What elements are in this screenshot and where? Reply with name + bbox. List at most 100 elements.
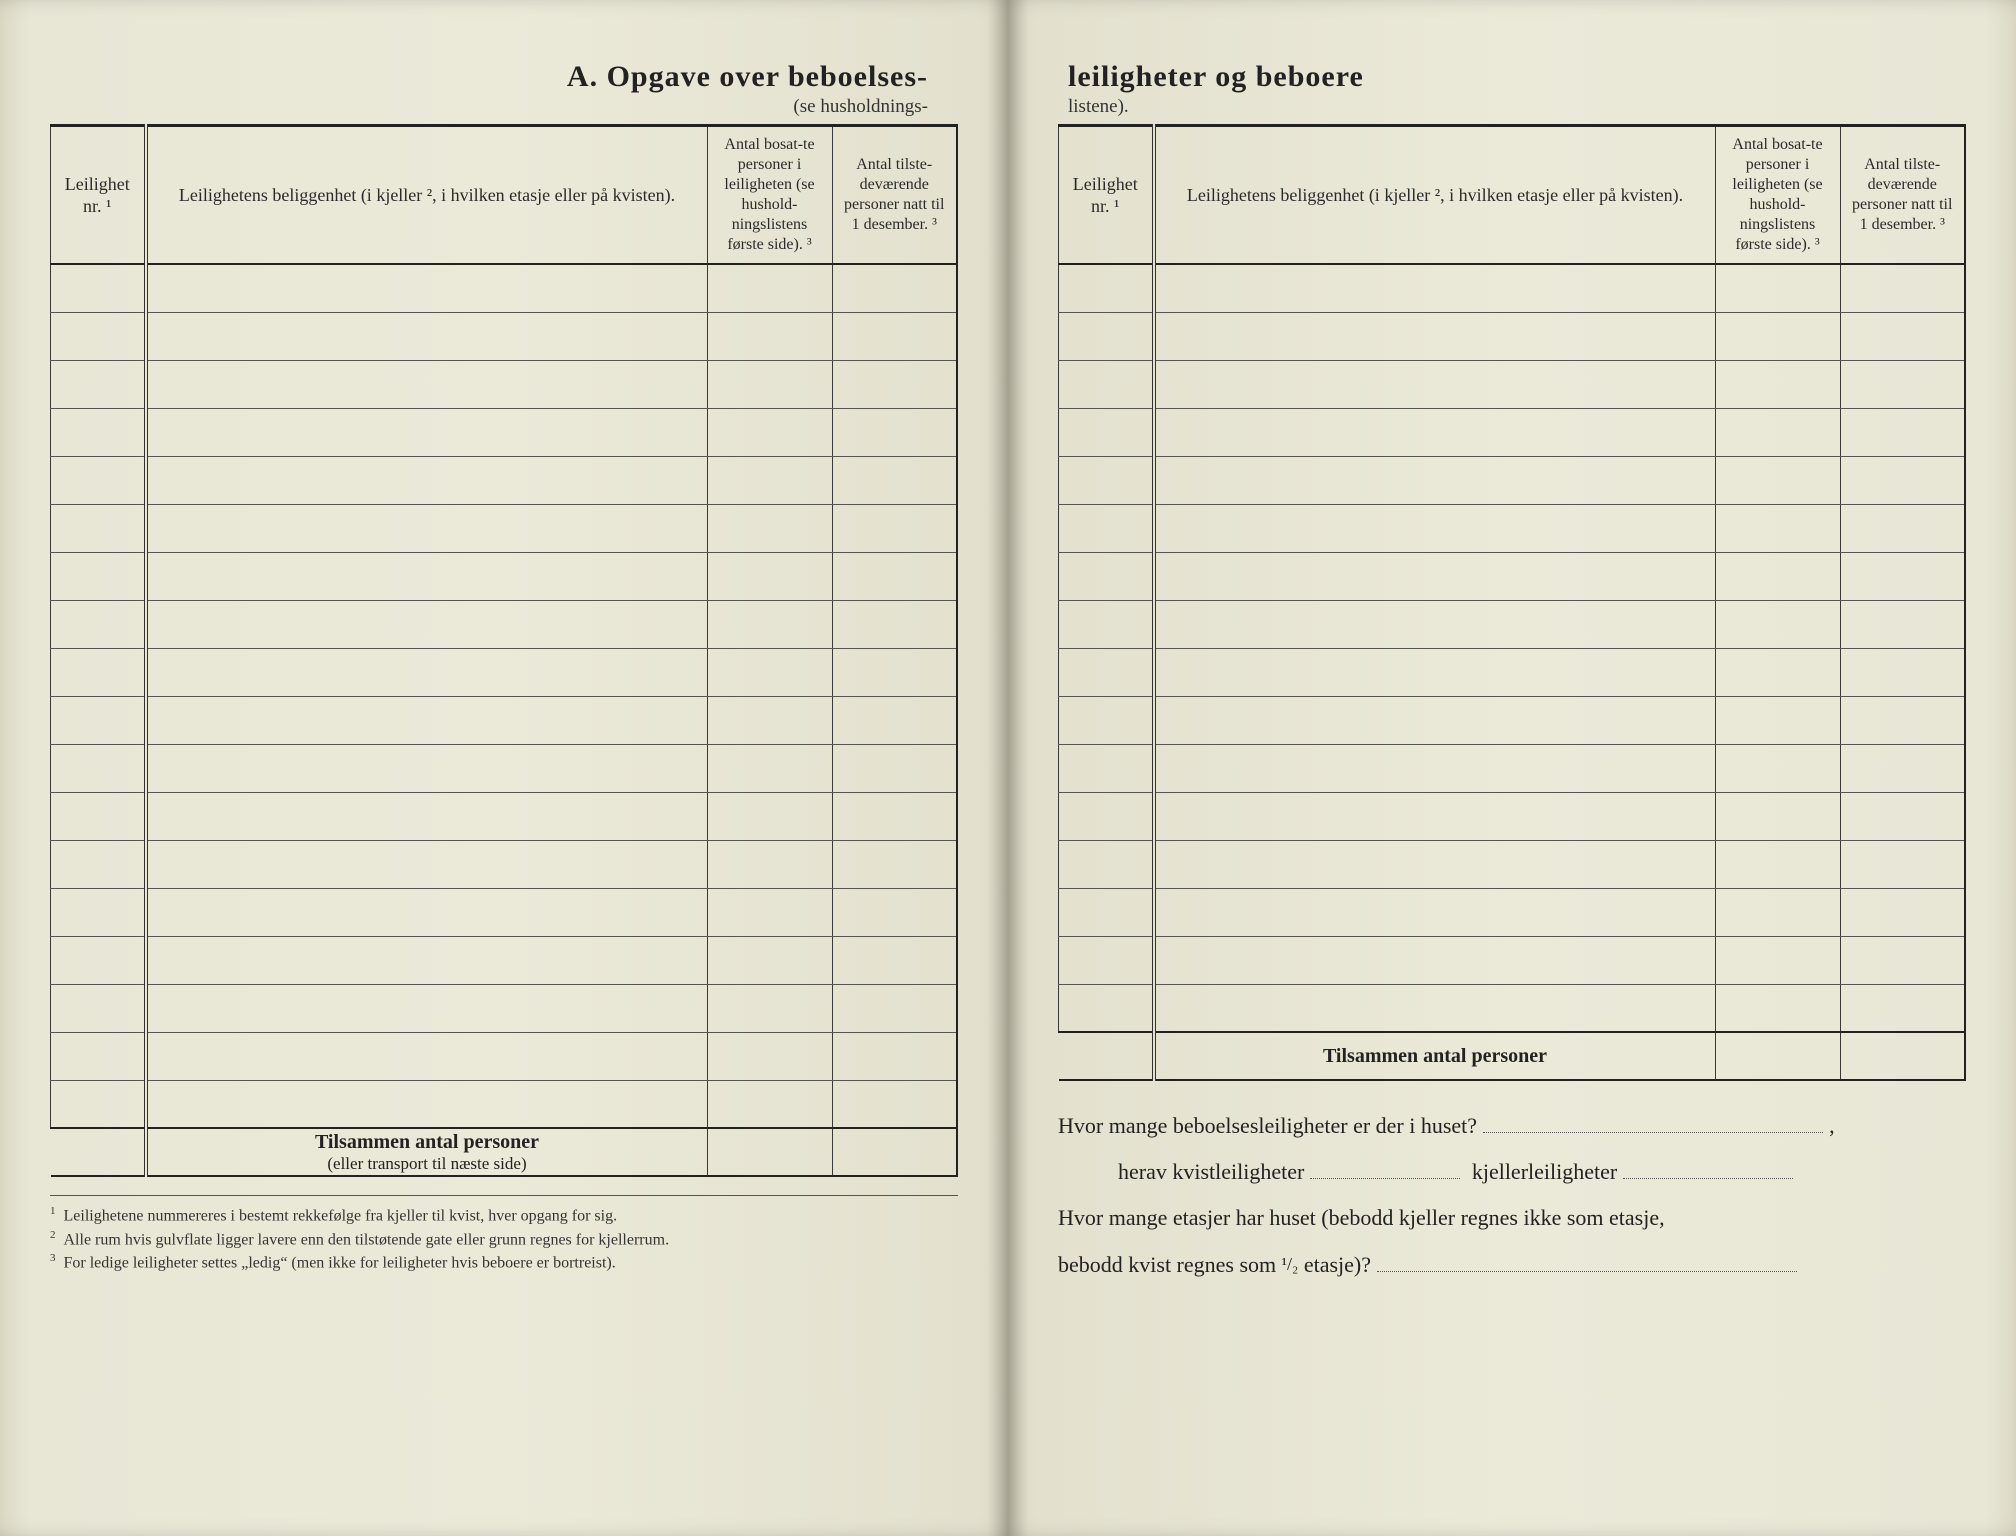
table-cell [1715,408,1840,456]
table-cell [51,360,146,408]
table-cell [1059,312,1154,360]
table-cell [1715,504,1840,552]
table-cell [1154,888,1716,936]
table-cell [1840,312,1965,360]
table-cell [146,744,708,792]
totals-label-left: Tilsammen antal personer (eller transpor… [146,1128,708,1176]
col-header-4: Antal tilste-deværende personer natt til… [832,126,957,265]
table-cell [1154,312,1716,360]
table-row [51,840,958,888]
table-cell [51,888,146,936]
title-row-right: leiligheter og beboere [1058,60,1966,94]
col-header-1: Leilighet nr. ¹ [51,126,146,265]
title-left-sub: (se husholdnings- [50,96,958,124]
table-cell [51,696,146,744]
table-cell [51,984,146,1032]
totals-spacer [1059,1032,1154,1080]
table-cell [1715,648,1840,696]
table-row [51,936,958,984]
table-cell [51,1080,146,1128]
table-cell [1840,264,1965,312]
table-cell [832,312,957,360]
table-cell [707,408,832,456]
table-cell [1154,648,1716,696]
table-cell [707,984,832,1032]
question-3a: Hvor mange etasjer har huset (bebodd kje… [1058,1195,1966,1241]
table-cell [51,792,146,840]
table-cell [1154,696,1716,744]
footnote-1: 1 Leilighetene nummereres i bestemt rekk… [50,1204,958,1228]
title-right-sub: listene). [1058,96,1966,124]
col-header-2: Leilighetens beliggenhet (i kjeller ², i… [1154,126,1716,265]
table-cell [1715,552,1840,600]
totals-cell-4 [1840,1032,1965,1080]
totals-cell-4 [832,1128,957,1176]
totals-sub: (eller transport til næste side) [148,1154,707,1174]
table-row [1059,312,1966,360]
table-row [1059,792,1966,840]
table-cell [146,456,708,504]
table-cell [1840,936,1965,984]
table-cell [146,840,708,888]
col-header-4: Antal tilste-deværende personer natt til… [1840,126,1965,265]
table-row [51,312,958,360]
table-row [1059,840,1966,888]
table-cell [1154,984,1716,1032]
table-cell [1840,744,1965,792]
table-cell [1059,552,1154,600]
form-table-right: Leilighet nr. ¹ Leilighetens beliggenhet… [1058,124,1966,1081]
table-cell [1154,744,1716,792]
table-cell [1059,360,1154,408]
table-cell [707,648,832,696]
table-cell [51,840,146,888]
table-cell [1059,264,1154,312]
table-row [51,792,958,840]
table-row [1059,936,1966,984]
table-cell [51,936,146,984]
table-row [1059,504,1966,552]
table-cell [707,552,832,600]
table-cell [1059,600,1154,648]
table-cell [832,1032,957,1080]
table-cell [1154,264,1716,312]
table-cell [707,840,832,888]
table-cell [1840,504,1965,552]
table-cell [1154,600,1716,648]
table-cell [146,888,708,936]
title-row-left: A. Opgave over beboelses- [50,60,958,94]
table-cell [146,360,708,408]
totals-bold: Tilsammen antal personer [315,1131,539,1153]
table-cell [707,360,832,408]
table-cell [832,456,957,504]
table-cell [1715,696,1840,744]
table-cell [832,840,957,888]
table-cell [1840,360,1965,408]
table-cell [707,456,832,504]
table-cell [1154,792,1716,840]
table-cell [1715,744,1840,792]
table-cell [707,600,832,648]
footnote-3: 3 For ledige leiligheter settes „ledig“ … [50,1251,958,1275]
table-cell [1840,696,1965,744]
table-row [1059,456,1966,504]
table-cell [1059,744,1154,792]
table-cell [146,984,708,1032]
table-cell [1840,888,1965,936]
col-header-3: Antal bosat-te personer i leiligheten (s… [707,126,832,265]
table-cell [146,696,708,744]
table-row [51,984,958,1032]
table-cell [707,744,832,792]
table-cell [146,792,708,840]
table-row [1059,360,1966,408]
table-cell [832,696,957,744]
table-cell [832,936,957,984]
table-cell [51,408,146,456]
table-cell [707,792,832,840]
table-cell [1715,888,1840,936]
table-cell [146,936,708,984]
table-cell [1059,888,1154,936]
table-cell [146,1032,708,1080]
table-cell [1154,552,1716,600]
table-cell [1840,552,1965,600]
table-cell [832,408,957,456]
